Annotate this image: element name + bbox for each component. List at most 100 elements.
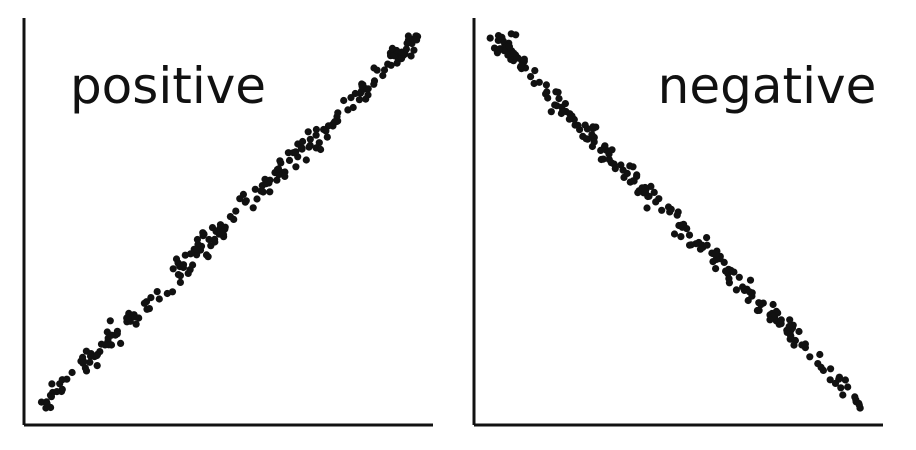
scatter-point: [730, 268, 738, 276]
chart-title: negative: [658, 57, 877, 115]
scatter-point: [117, 339, 125, 347]
scatter-point: [527, 73, 535, 81]
scatter-point: [204, 253, 212, 261]
scatter-point: [373, 66, 381, 74]
scatter-point: [839, 391, 847, 399]
scatter-point: [86, 358, 94, 366]
scatter-point: [722, 267, 730, 275]
scatter-point: [380, 66, 389, 74]
scatter-point: [249, 204, 257, 212]
scatter-point: [680, 220, 688, 228]
scatter-point: [520, 55, 528, 63]
scatter-point: [317, 145, 325, 154]
scatter-point: [517, 62, 525, 70]
scatter-point: [611, 165, 619, 173]
scatter-point: [703, 241, 711, 249]
scatter-point: [274, 165, 283, 173]
scatter-point: [43, 400, 51, 408]
scatter-point: [275, 171, 283, 179]
scatter-point: [276, 157, 284, 165]
scatter-point: [82, 367, 91, 375]
scatter-point: [179, 261, 188, 269]
scatter-point: [410, 46, 418, 54]
scatter-point: [168, 288, 177, 296]
scatter-point: [362, 95, 370, 103]
scatter-point: [542, 81, 551, 89]
scatter-point: [685, 231, 694, 239]
scatter-point: [644, 192, 652, 201]
scatter-point: [769, 300, 777, 309]
scatter-point: [143, 305, 151, 313]
scatter-point: [181, 251, 189, 259]
scatter-point: [340, 96, 348, 105]
scatter-point: [605, 155, 613, 163]
scatter-point: [312, 131, 320, 139]
scatter-point: [211, 235, 219, 243]
scatter-point: [82, 347, 90, 355]
scatter-point: [189, 261, 197, 269]
scatter-point: [123, 314, 131, 322]
scatter-point: [777, 316, 785, 324]
scatter-point: [601, 142, 609, 150]
scatter-point: [79, 353, 87, 361]
scatter-point: [315, 139, 323, 147]
scatter-point: [131, 313, 139, 321]
scatter-point: [312, 125, 320, 134]
scatter-point: [323, 133, 331, 141]
scatter-point: [364, 85, 372, 93]
scatter-point: [510, 49, 518, 57]
scatter-point: [358, 82, 366, 90]
scatter-point: [543, 88, 551, 96]
scatter-point: [106, 317, 114, 325]
scatter-point: [147, 294, 155, 302]
scatter-point: [711, 250, 720, 258]
scatter-point: [666, 208, 674, 216]
scatter-point: [384, 60, 392, 68]
scatter-point: [535, 78, 543, 86]
scatter-point: [753, 306, 762, 315]
scatter-point: [844, 383, 852, 391]
scatter-point: [107, 331, 116, 339]
scatter-point: [703, 234, 711, 242]
scatter-point: [407, 52, 415, 60]
scatter-point: [242, 197, 250, 205]
scatter-point: [388, 44, 396, 53]
scatter-point: [581, 121, 589, 129]
scatter-point: [306, 135, 314, 143]
scatter-point: [673, 211, 681, 219]
scatter-point: [505, 43, 513, 51]
scatter-point: [712, 265, 720, 273]
scatter-point: [554, 88, 562, 96]
scatter-point: [192, 245, 200, 253]
scatter-point: [48, 380, 56, 388]
scatter-point: [251, 185, 259, 193]
scatter-point: [565, 115, 574, 123]
scatter-point: [292, 163, 300, 171]
scatter-point: [63, 375, 71, 383]
scatter-point: [174, 271, 182, 279]
scatter-point: [47, 393, 56, 401]
scatter-point: [827, 365, 835, 373]
scatter-point: [68, 368, 76, 377]
scatter-point: [101, 341, 109, 349]
scatter-point: [504, 51, 512, 59]
scatter-point: [746, 276, 755, 284]
scatter-point: [93, 352, 101, 360]
scatter-point: [670, 230, 679, 238]
scatter-point: [608, 146, 616, 154]
scatter-point: [320, 125, 328, 134]
scatter-point: [677, 233, 685, 241]
scatter-point: [629, 177, 637, 185]
scatter-point: [588, 142, 597, 151]
scatter-point: [855, 401, 863, 409]
scatter-point: [174, 259, 182, 267]
scatter-point: [531, 67, 539, 75]
scatter-point: [816, 350, 824, 359]
scatter-point: [588, 131, 596, 139]
scatter-point: [93, 362, 101, 370]
scatter-point: [641, 183, 649, 192]
scatter-point: [739, 283, 747, 291]
scatter-point: [331, 118, 339, 126]
scatter-point: [257, 187, 265, 195]
scatter-point: [176, 278, 184, 286]
